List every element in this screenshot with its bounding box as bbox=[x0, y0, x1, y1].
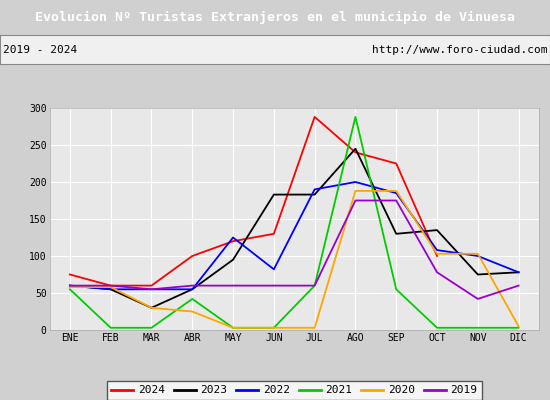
Text: http://www.foro-ciudad.com: http://www.foro-ciudad.com bbox=[372, 44, 547, 54]
Text: 2019 - 2024: 2019 - 2024 bbox=[3, 44, 77, 54]
Legend: 2024, 2023, 2022, 2021, 2020, 2019: 2024, 2023, 2022, 2021, 2020, 2019 bbox=[107, 381, 482, 400]
Text: Evolucion Nº Turistas Extranjeros en el municipio de Vinuesa: Evolucion Nº Turistas Extranjeros en el … bbox=[35, 11, 515, 24]
